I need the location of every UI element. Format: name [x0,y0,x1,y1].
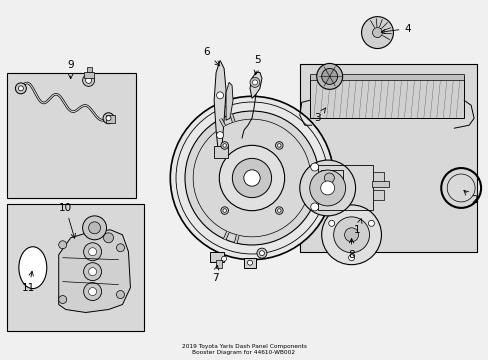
Circle shape [223,144,226,147]
Circle shape [106,116,111,121]
Circle shape [103,113,114,124]
Circle shape [310,163,318,171]
Circle shape [252,80,257,85]
Bar [216,260,222,268]
Text: 7: 7 [211,265,218,283]
Circle shape [328,220,334,226]
Circle shape [221,207,228,214]
Bar [309,76,463,118]
Text: 5: 5 [254,55,261,75]
Bar [321,170,343,186]
Circle shape [249,77,260,87]
Circle shape [316,63,342,89]
Circle shape [232,158,271,198]
Circle shape [247,260,252,265]
Circle shape [321,68,337,84]
Bar [86,67,91,72]
Bar [83,72,93,78]
Ellipse shape [19,247,47,289]
Polygon shape [249,72,262,98]
Circle shape [82,216,106,240]
Circle shape [320,181,334,195]
Text: 11: 11 [22,271,36,293]
Circle shape [219,145,284,211]
Bar [244,258,255,268]
Text: 1: 1 [353,219,361,235]
Circle shape [321,205,381,265]
Text: 2: 2 [463,190,477,205]
Text: 4: 4 [380,24,410,34]
Text: 8: 8 [347,238,354,260]
Bar [372,190,384,200]
Bar [299,64,476,252]
Text: 9: 9 [67,60,74,79]
Circle shape [83,263,102,280]
Circle shape [299,160,355,216]
Circle shape [275,207,283,214]
Text: 6: 6 [203,48,219,66]
Circle shape [277,144,281,147]
Polygon shape [59,230,130,312]
Circle shape [216,92,223,99]
Circle shape [259,251,264,256]
Text: 10: 10 [59,203,75,238]
Circle shape [83,283,102,301]
Bar [7,73,136,198]
Circle shape [244,170,260,186]
Circle shape [59,296,66,303]
Text: 2019 Toyota Yaris Dash Panel Components
Booster Diagram for 44610-WB002: 2019 Toyota Yaris Dash Panel Components … [181,344,306,355]
Circle shape [83,243,102,261]
Circle shape [88,288,96,296]
Circle shape [223,209,226,212]
Circle shape [85,77,91,84]
Circle shape [275,142,283,149]
Circle shape [372,28,382,37]
Bar [7,204,144,332]
Circle shape [309,170,345,206]
Bar [372,172,384,182]
Circle shape [344,228,358,242]
Circle shape [116,244,124,252]
Circle shape [88,248,96,256]
Circle shape [324,173,334,183]
Circle shape [310,203,318,211]
Circle shape [221,256,226,261]
Circle shape [170,96,333,260]
Circle shape [333,217,369,253]
Circle shape [103,233,113,243]
Bar [210,252,224,262]
Polygon shape [214,60,225,155]
Circle shape [367,220,374,226]
Circle shape [19,86,23,91]
Bar [309,75,463,80]
Bar [214,146,227,158]
Circle shape [88,268,96,276]
Circle shape [216,132,223,139]
Bar [105,115,115,123]
Circle shape [59,241,66,249]
Circle shape [361,17,393,49]
Polygon shape [225,82,233,120]
Circle shape [116,291,124,298]
Circle shape [277,209,281,212]
Circle shape [15,83,26,94]
Circle shape [221,142,228,149]
Circle shape [256,248,266,258]
Circle shape [88,222,101,234]
Bar [371,181,388,187]
Text: 3: 3 [314,108,325,123]
Circle shape [82,75,94,86]
Bar [317,165,372,210]
Circle shape [348,255,354,261]
Circle shape [184,111,318,245]
